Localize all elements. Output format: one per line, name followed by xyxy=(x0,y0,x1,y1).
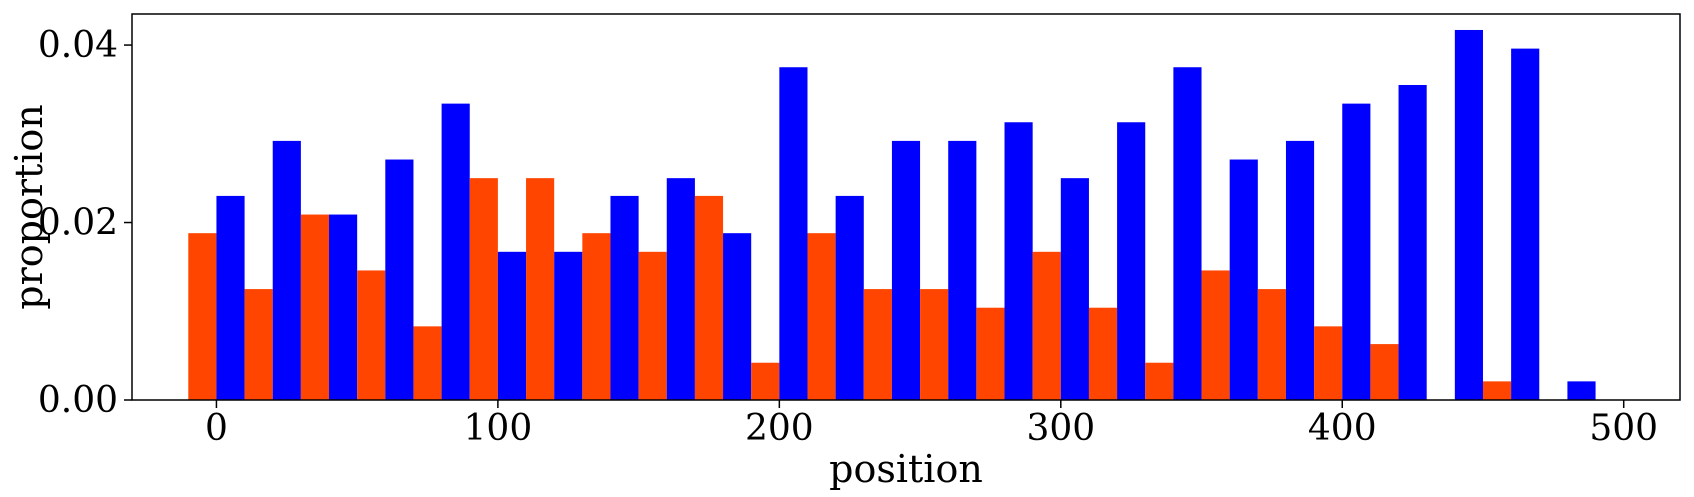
bar-series-1-bin-20 xyxy=(272,140,301,400)
bar-series-1-bin-340 xyxy=(1173,67,1202,400)
bar-series-1-bin-380 xyxy=(1285,140,1315,400)
bar-series-1-bin-220 xyxy=(835,195,864,400)
bar-series-1-bin-120 xyxy=(554,251,583,400)
y-tick-label: 0.04 xyxy=(38,25,118,66)
bar-series-0-bin-0 xyxy=(188,233,217,400)
bar-series-0-bin-220 xyxy=(807,233,836,400)
bar-series-0-bin-340 xyxy=(1145,362,1174,400)
x-tick-label: 400 xyxy=(1308,408,1377,449)
x-tick-label: 300 xyxy=(1026,408,1095,449)
bar-series-1-bin-0 xyxy=(216,195,245,400)
axes-frame xyxy=(131,13,1681,401)
bar-series-1-bin-160 xyxy=(666,178,695,400)
bar-series-0-bin-260 xyxy=(920,289,949,400)
bar-series-0-bin-140 xyxy=(582,233,611,400)
x-tick-label: 0 xyxy=(205,408,228,449)
x-axis-label: position xyxy=(829,447,983,491)
y-tick-label: 0.00 xyxy=(38,380,118,421)
bar-series-0-bin-460 xyxy=(1482,381,1512,400)
bar-series-1-bin-200 xyxy=(779,67,808,400)
bar-series-1-bin-420 xyxy=(1398,84,1427,401)
x-tick-label: 500 xyxy=(1589,408,1658,449)
bar-series-0-bin-380 xyxy=(1257,289,1286,400)
bar-series-1-bin-260 xyxy=(948,140,977,400)
bar-series-1-bin-180 xyxy=(723,233,752,400)
bar-series-1-bin-440 xyxy=(1454,29,1483,401)
y-tick-label: 0.02 xyxy=(38,203,118,244)
bar-series-1-bin-280 xyxy=(1004,122,1033,400)
bar-series-0-bin-160 xyxy=(638,251,667,400)
bar-series-0-bin-120 xyxy=(526,178,555,400)
bar-series-0-bin-240 xyxy=(863,289,892,400)
bar-series-1-bin-360 xyxy=(1229,159,1258,400)
x-tick-label: 100 xyxy=(464,408,533,449)
bar-series-0-bin-20 xyxy=(244,289,273,400)
bar-series-1-bin-460 xyxy=(1511,48,1540,400)
bar-series-1-bin-40 xyxy=(329,214,358,400)
bars-layer xyxy=(188,29,1596,401)
bar-series-0-bin-40 xyxy=(300,214,330,400)
x-tick-label: 200 xyxy=(745,408,814,449)
ticks-layer: 0 100 200 300 400 500 0.00 0.02 0.04 xyxy=(38,25,1658,449)
bar-series-0-bin-300 xyxy=(1032,251,1061,400)
bar-series-0-bin-80 xyxy=(413,326,442,400)
bar-series-0-bin-180 xyxy=(694,195,724,400)
bar-series-0-bin-320 xyxy=(1088,307,1118,400)
bar-series-1-bin-60 xyxy=(385,159,414,400)
bar-series-0-bin-400 xyxy=(1314,326,1343,400)
bar-series-0-bin-360 xyxy=(1201,270,1230,400)
bar-series-0-bin-420 xyxy=(1370,344,1399,400)
bar-series-1-bin-320 xyxy=(1117,122,1146,400)
bar-series-1-bin-400 xyxy=(1342,103,1371,400)
bar-series-1-bin-80 xyxy=(441,103,470,400)
bar-series-0-bin-100 xyxy=(469,178,498,400)
bar-series-0-bin-280 xyxy=(976,307,1005,400)
bar-series-1-bin-100 xyxy=(497,251,527,400)
bar-series-1-bin-480 xyxy=(1567,381,1596,400)
bar-series-1-bin-240 xyxy=(891,140,921,400)
bar-series-0-bin-200 xyxy=(751,362,780,400)
bar-series-1-bin-300 xyxy=(1060,178,1089,400)
bar-series-1-bin-140 xyxy=(610,195,639,400)
bar-series-0-bin-60 xyxy=(357,270,386,400)
y-axis-label: proportion xyxy=(7,104,51,310)
